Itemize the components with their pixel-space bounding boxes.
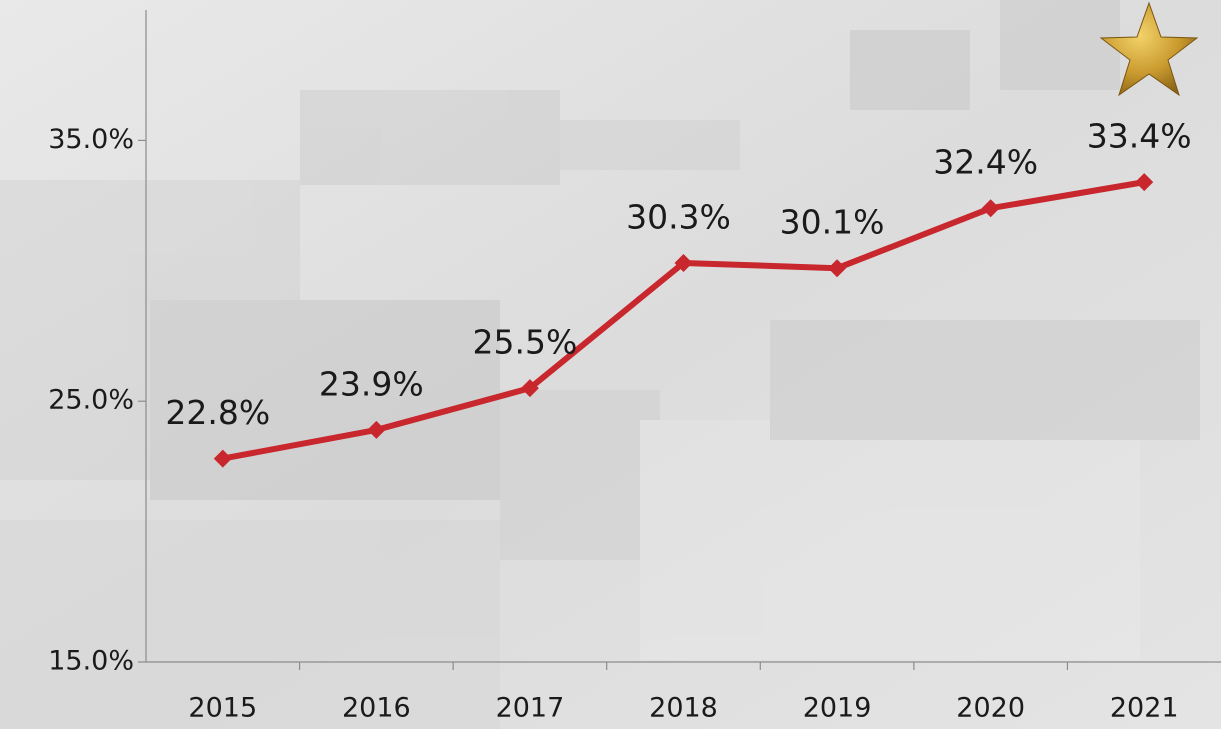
x-tick-label: 2019 xyxy=(803,693,872,724)
data-label: 32.4% xyxy=(933,143,1038,182)
chart: 15.0% 25.0% 35.0% 2015 2016 2017 2018 2019 2020 2… xyxy=(0,0,1221,729)
data-label: 22.8% xyxy=(165,393,270,432)
y-tick-label: 25.0% xyxy=(48,385,134,416)
data-label: 23.9% xyxy=(319,364,424,403)
data-label: 30.1% xyxy=(780,203,885,242)
x-tick-label: 2016 xyxy=(342,693,411,724)
y-tick-label: 35.0% xyxy=(48,124,134,155)
x-tick-label: 2017 xyxy=(496,693,565,724)
x-tick-label: 2018 xyxy=(649,693,718,724)
data-label: 33.4% xyxy=(1087,117,1192,156)
y-tick-label: 15.0% xyxy=(48,646,134,677)
data-label: 25.5% xyxy=(473,323,578,362)
x-tick-label: 2015 xyxy=(188,693,257,724)
data-label: 30.3% xyxy=(626,197,731,236)
x-tick-label: 2020 xyxy=(956,693,1025,724)
x-tick-label: 2021 xyxy=(1110,693,1179,724)
